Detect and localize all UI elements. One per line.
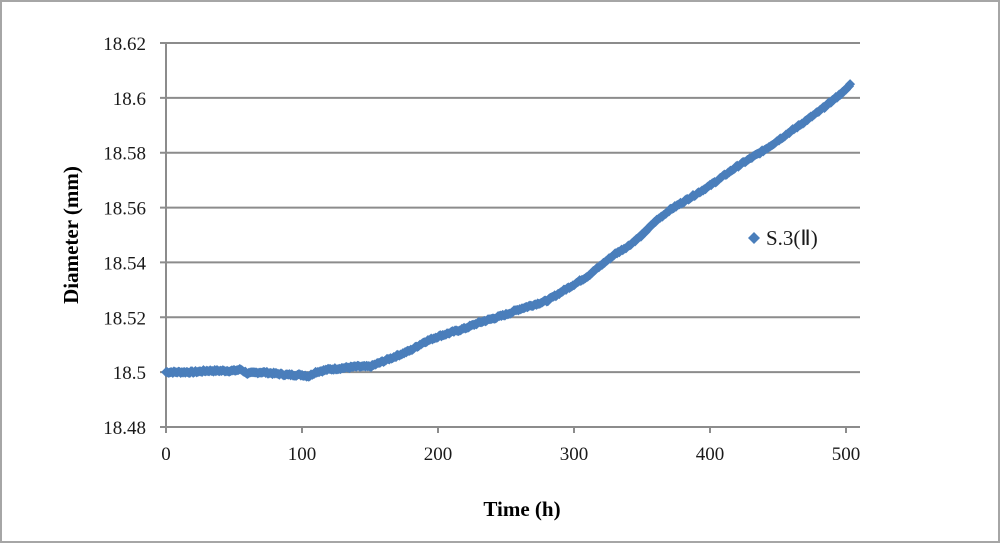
y-tick-label: 18.58 (103, 144, 146, 165)
x-tick-labels: 0 100 200 300 400 500 (161, 444, 860, 465)
data-point (845, 79, 856, 90)
legend-label: S.3(Ⅱ) (766, 226, 818, 250)
y-tick-labels: 18.48 18.5 18.52 18.54 18.56 18.58 18.6 18.62 (103, 34, 146, 439)
y-tick-label: 18.62 (103, 34, 146, 55)
x-axis-title: Time (h) (483, 497, 560, 521)
y-tick-label: 18.56 (103, 199, 146, 220)
x-tick-label: 500 (832, 444, 861, 465)
x-tick-label: 200 (424, 444, 453, 465)
y-tick-label: 18.54 (103, 253, 146, 274)
x-tick-label: 100 (288, 444, 317, 465)
x-tick-label: 400 (696, 444, 725, 465)
legend-diamond-icon (748, 232, 760, 244)
x-tick-label: 0 (161, 444, 171, 465)
y-tick-label: 18.5 (113, 363, 146, 384)
y-tick-label: 18.6 (113, 89, 146, 110)
x-tick-label: 300 (560, 444, 589, 465)
y-tick-label: 18.48 (103, 418, 146, 439)
y-axis-title: Diameter (mm) (59, 166, 83, 304)
y-tick-label: 18.52 (103, 308, 146, 329)
legend: S.3(Ⅱ) (748, 226, 818, 250)
data-series (161, 79, 856, 382)
